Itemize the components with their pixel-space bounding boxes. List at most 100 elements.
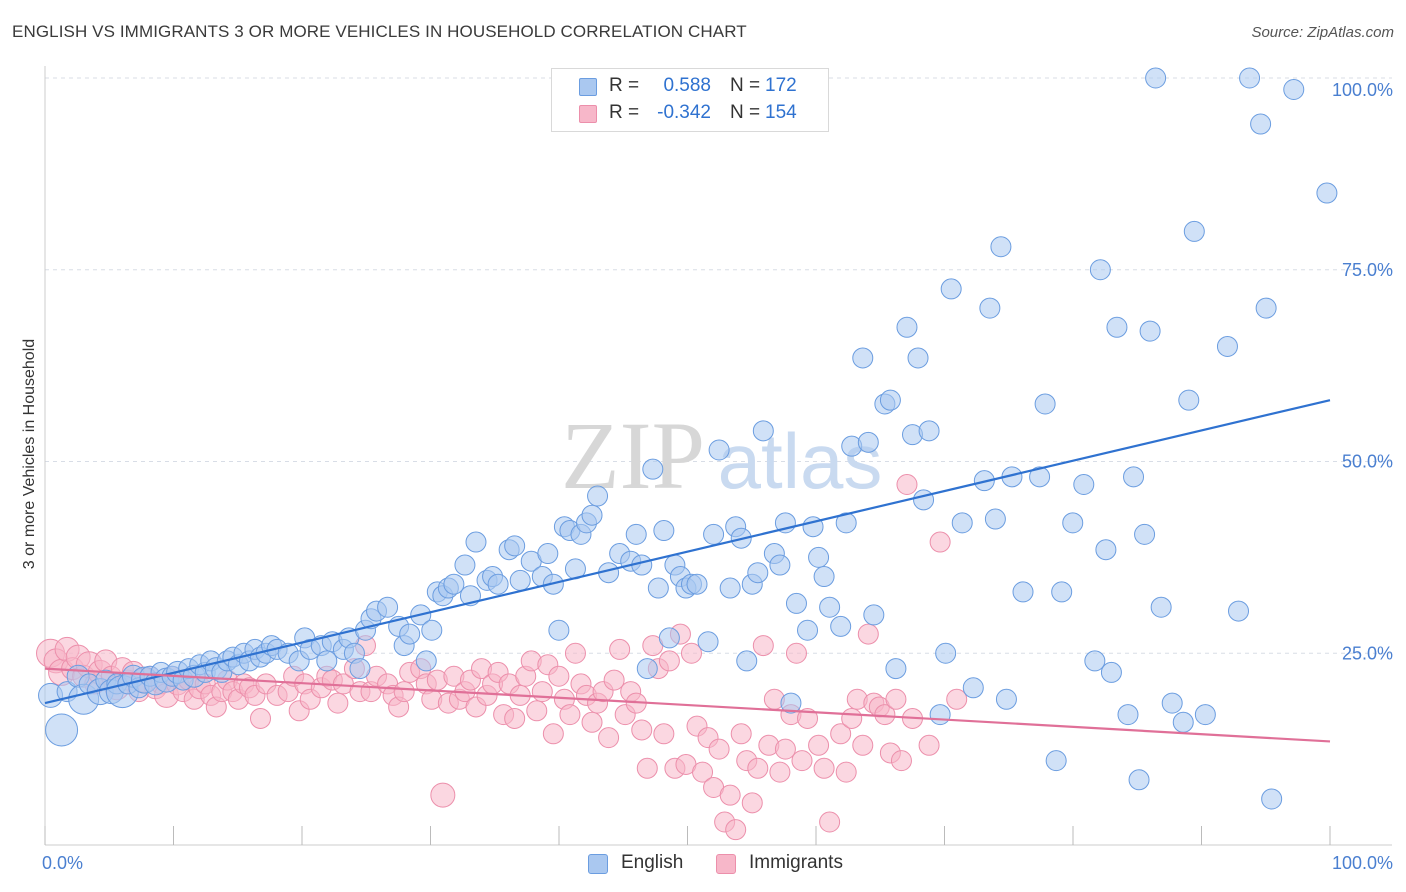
immigrants-point xyxy=(797,707,819,729)
english-point xyxy=(951,512,973,534)
english-point xyxy=(1051,581,1073,603)
english-point xyxy=(509,569,531,591)
immigrants-point xyxy=(327,692,349,714)
y-tick-label: 25.0% xyxy=(1342,643,1393,663)
english-point xyxy=(642,458,664,480)
english-point xyxy=(487,573,509,595)
immigrants-point xyxy=(631,719,653,741)
immigrants-point xyxy=(830,723,852,745)
english-swatch xyxy=(579,78,597,96)
english-point xyxy=(885,658,907,680)
english-point xyxy=(863,604,885,626)
axes xyxy=(44,66,1392,846)
english-point xyxy=(708,439,730,461)
english-point xyxy=(719,577,741,599)
english-point xyxy=(1100,661,1122,683)
english-point xyxy=(399,623,421,645)
legend-english-swatch xyxy=(588,854,608,874)
series-legend: English Immigrants xyxy=(588,852,908,878)
english-point xyxy=(1161,692,1183,714)
immigrants-points xyxy=(36,474,968,841)
english-point xyxy=(907,347,929,369)
immigrants-point xyxy=(813,757,835,779)
english-point xyxy=(808,546,830,568)
english-point xyxy=(703,523,725,545)
immigrants-point xyxy=(548,665,570,687)
english-point xyxy=(752,420,774,442)
immigrants-point xyxy=(946,688,968,710)
watermark-zip: ZIP xyxy=(561,402,705,509)
english-point xyxy=(1316,182,1338,204)
english-point xyxy=(1029,466,1051,488)
immigrants-point xyxy=(929,531,951,553)
english-point xyxy=(45,713,79,747)
english-point xyxy=(1045,750,1067,772)
english-point xyxy=(857,431,879,453)
english-point xyxy=(443,573,465,595)
immigrants-point xyxy=(658,650,680,672)
english-point xyxy=(879,389,901,411)
immigrants-point xyxy=(747,757,769,779)
immigrants-point xyxy=(559,704,581,726)
legend-english-label: English xyxy=(621,852,684,873)
english-point xyxy=(918,420,940,442)
english-point xyxy=(1172,711,1194,733)
english-point xyxy=(1012,581,1034,603)
english-point xyxy=(896,316,918,338)
english-r-label: R = xyxy=(609,75,640,96)
english-point xyxy=(940,278,962,300)
immigrants-point xyxy=(719,784,741,806)
immigrants-point xyxy=(603,669,625,691)
english-trend-line xyxy=(44,399,1331,705)
immigrants-point xyxy=(249,707,271,729)
english-point xyxy=(1139,320,1161,342)
english-point xyxy=(736,650,758,672)
english-n-label: N = xyxy=(730,75,761,96)
english-point xyxy=(581,504,603,526)
english-point xyxy=(1089,259,1111,281)
immigrants-point xyxy=(725,819,747,841)
english-point xyxy=(647,577,669,599)
english-point xyxy=(984,508,1006,530)
english-point xyxy=(1128,769,1150,791)
y-tick-label: 100.0% xyxy=(1332,80,1393,100)
english-point xyxy=(1150,596,1172,618)
immigrants-r-value: -0.342 xyxy=(657,102,711,123)
english-n-value: 172 xyxy=(765,75,797,96)
english-point xyxy=(935,642,957,664)
immigrants-point xyxy=(752,635,774,657)
english-point xyxy=(979,297,1001,319)
english-point xyxy=(587,485,609,507)
immigrants-point xyxy=(774,738,796,760)
english-point xyxy=(990,236,1012,258)
immigrants-point xyxy=(852,734,874,756)
english-point xyxy=(1145,67,1167,89)
english-point xyxy=(1062,512,1084,534)
immigrants-point xyxy=(808,734,830,756)
english-point xyxy=(1034,393,1056,415)
immigrants-point xyxy=(542,723,564,745)
english-point xyxy=(813,566,835,588)
immigrants-point xyxy=(730,723,752,745)
english-point xyxy=(636,658,658,680)
legend-row-english: R = 0.588 N = 172 xyxy=(552,74,828,98)
english-point xyxy=(349,658,371,680)
x-tick-label-end: 100.0% xyxy=(1332,853,1393,873)
immigrants-point xyxy=(769,761,791,783)
immigrants-point xyxy=(581,711,603,733)
immigrants-point xyxy=(636,757,658,779)
watermark-atlas: atlas xyxy=(718,417,883,505)
immigrants-trend-line xyxy=(44,667,1331,743)
legend-immigrants-label: Immigrants xyxy=(749,852,843,873)
english-point xyxy=(1123,466,1145,488)
gridlines xyxy=(45,77,1392,654)
english-point xyxy=(1073,474,1095,496)
english-point xyxy=(1255,297,1277,319)
english-point xyxy=(1250,113,1272,135)
legend-immigrants-swatch xyxy=(716,854,736,874)
english-point xyxy=(797,619,819,641)
immigrants-r-label: R = xyxy=(609,102,640,123)
watermark: ZIP atlas xyxy=(561,402,882,509)
immigrants-point xyxy=(708,738,730,760)
